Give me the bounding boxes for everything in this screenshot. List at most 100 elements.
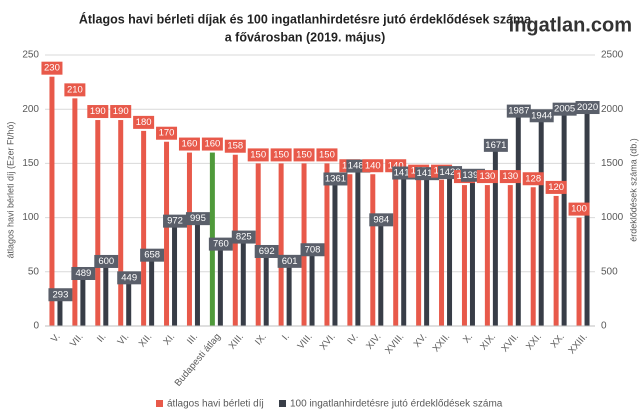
bar — [278, 163, 284, 326]
bar — [492, 144, 498, 326]
data-label: 190 — [90, 106, 106, 117]
bar — [49, 76, 55, 327]
data-label: 489 — [75, 268, 91, 279]
y2-axis-label: érdeklődések száma (db.) — [628, 138, 638, 242]
label-box — [87, 105, 109, 119]
bar — [194, 218, 200, 326]
bar — [186, 152, 192, 326]
x-tick-label: III. — [185, 331, 200, 346]
legend-swatch — [279, 400, 286, 407]
bar — [530, 187, 536, 326]
x-tick-label: XII. — [137, 331, 155, 349]
data-label: 1671 — [485, 140, 506, 151]
label-box — [483, 138, 508, 152]
bar — [378, 219, 384, 326]
label-box — [178, 137, 200, 151]
y-tick-label: 100 — [22, 212, 39, 223]
chart-title: Átlagos havi bérleti díjak és 100 ingatl… — [79, 11, 532, 26]
x-tick-label: II. — [95, 331, 109, 344]
label-box — [110, 105, 132, 119]
label-box — [369, 213, 394, 227]
label-box — [529, 109, 554, 123]
label-box — [362, 159, 384, 173]
label-box — [247, 148, 269, 162]
bar — [324, 163, 330, 326]
data-label: 130 — [502, 171, 518, 182]
bar — [95, 120, 101, 326]
data-label: 1944 — [531, 110, 552, 121]
data-label: 160 — [204, 139, 220, 150]
bar — [118, 120, 124, 326]
bar — [80, 272, 86, 326]
bar — [447, 172, 453, 326]
data-label: 658 — [144, 250, 160, 261]
x-tick-label: X. — [461, 331, 475, 345]
data-label: 180 — [136, 117, 152, 128]
data-label: 600 — [98, 256, 114, 267]
y2-tick-label: 500 — [601, 266, 618, 277]
y-tick-label: 50 — [28, 266, 40, 277]
bar — [141, 130, 147, 326]
label-box — [277, 254, 302, 268]
x-tick-label: VII. — [68, 331, 86, 349]
y-tick-label: 0 — [33, 321, 39, 332]
bar — [347, 174, 353, 326]
data-label: 1361 — [325, 173, 346, 184]
x-tick-label: XI. — [161, 331, 177, 347]
data-label: 708 — [305, 244, 321, 255]
y2-tick-label: 1000 — [601, 212, 624, 223]
bar — [401, 172, 407, 326]
bar — [553, 195, 559, 326]
bar — [240, 236, 246, 326]
bar — [149, 254, 155, 326]
data-label: 150 — [296, 149, 312, 160]
label-box — [522, 172, 544, 186]
x-tick-label: XVII. — [499, 331, 521, 354]
data-label: 140 — [365, 160, 381, 171]
data-label: 1480 — [348, 161, 369, 172]
data-label: 692 — [259, 246, 275, 257]
bar — [416, 179, 422, 326]
bar — [263, 250, 269, 326]
label-box — [552, 102, 577, 116]
x-tick-label: XIV. — [364, 331, 383, 351]
y-tick-label: 200 — [22, 104, 39, 115]
bar — [126, 277, 132, 326]
bar — [538, 115, 544, 326]
data-label: 1410 — [417, 168, 438, 179]
label-box — [568, 202, 590, 216]
label-box — [133, 115, 155, 129]
x-tick-label: XV. — [412, 331, 430, 349]
y-tick-label: 250 — [22, 50, 39, 61]
bar — [424, 173, 430, 326]
label-box — [48, 288, 73, 302]
x-tick-label: VIII. — [295, 331, 314, 351]
data-label: 100 — [571, 204, 587, 215]
data-label: 825 — [236, 232, 252, 243]
label-box — [231, 230, 256, 244]
data-label: 120 — [548, 182, 564, 193]
label-box — [506, 104, 531, 118]
data-label: 449 — [121, 272, 137, 283]
data-label: 150 — [319, 149, 335, 160]
label-box — [476, 170, 498, 184]
y2-tick-label: 2000 — [601, 104, 624, 115]
x-tick-label: XXI. — [524, 331, 544, 352]
data-label: 293 — [53, 289, 69, 300]
data-label: 1416 — [394, 168, 415, 179]
label-box — [185, 212, 210, 226]
bar — [576, 217, 582, 326]
label-box — [323, 172, 348, 186]
label-box — [41, 61, 63, 75]
data-label: 158 — [227, 141, 243, 152]
label-box — [270, 148, 292, 162]
data-label: 160 — [182, 139, 198, 150]
bar — [332, 178, 338, 326]
label-box — [316, 148, 338, 162]
data-label: 190 — [113, 106, 129, 117]
bar — [439, 179, 445, 326]
bar — [393, 174, 399, 326]
label-box — [71, 266, 96, 280]
x-tick-label: XIX. — [478, 331, 498, 352]
